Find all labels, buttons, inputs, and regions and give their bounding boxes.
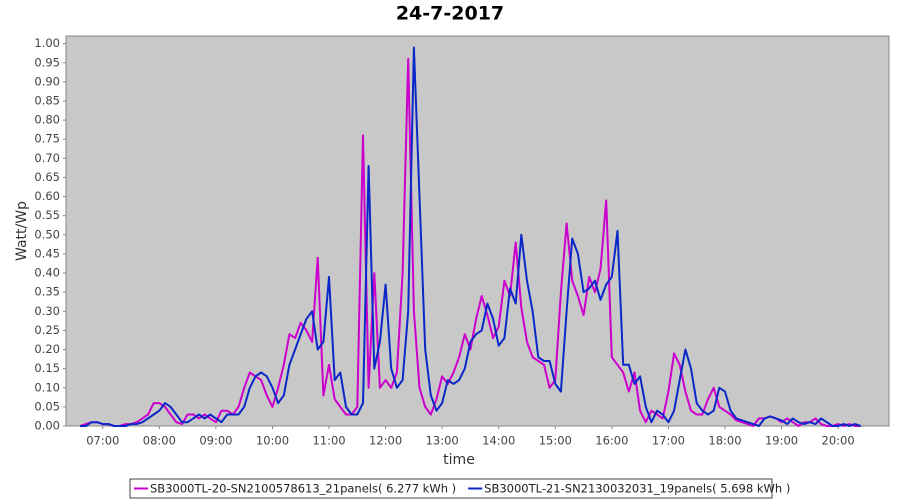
y-tick-label: 0.00 — [34, 419, 60, 433]
x-tick-label: 20:00 — [822, 434, 855, 448]
legend-label: SB3000TL-21-SN2130032031_19panels( 5.698… — [484, 482, 790, 496]
x-tick-label: 19:00 — [765, 434, 798, 448]
y-tick-label: 0.60 — [34, 189, 60, 203]
x-axis-label: time — [443, 452, 475, 468]
x-tick-label: 11:00 — [312, 434, 345, 448]
y-tick-label: 0.45 — [34, 246, 60, 260]
plot-area — [65, 35, 890, 427]
y-tick-label: 0.50 — [34, 227, 60, 241]
series-line — [79, 57, 861, 427]
y-tick-label: 0.65 — [34, 170, 60, 184]
series-line — [80, 46, 862, 427]
x-tick-label: 10:00 — [256, 434, 289, 448]
x-tick-label: 16:00 — [595, 434, 628, 448]
x-tick-label: 17:00 — [652, 434, 685, 448]
x-tick-label: 09:00 — [199, 434, 232, 448]
y-axis-label: Watt/Wp — [14, 201, 30, 261]
x-tick-label: 12:00 — [369, 434, 402, 448]
y-tick-label: 0.35 — [34, 285, 60, 299]
y-tick-label: 0.20 — [34, 342, 60, 356]
y-tick-label: 0.55 — [34, 208, 60, 222]
y-tick-label: 0.05 — [34, 399, 60, 413]
y-tick-label: 0.15 — [34, 361, 60, 375]
y-tick-label: 0.10 — [34, 380, 60, 394]
y-tick-label: 0.90 — [34, 74, 60, 88]
legend — [129, 478, 773, 499]
y-tick-label: 0.25 — [34, 323, 60, 337]
y-tick-label: 0.70 — [34, 151, 60, 165]
x-tick-label: 15:00 — [539, 434, 572, 448]
y-tick-label: 0.95 — [34, 55, 60, 69]
x-tick-label: 14:00 — [482, 434, 515, 448]
x-tick-label: 18:00 — [708, 434, 741, 448]
legend-label: SB3000TL-20-SN2100578613_21panels( 6.277… — [150, 482, 456, 496]
y-tick-label: 0.30 — [34, 304, 60, 318]
y-tick-label: 0.75 — [34, 132, 60, 146]
y-tick-label: 0.80 — [34, 113, 60, 127]
chart-title: 24-7-2017 — [396, 3, 504, 25]
y-tick-label: 1.00 — [34, 36, 60, 50]
y-tick-label: 0.40 — [34, 266, 60, 280]
y-tick-label: 0.85 — [34, 94, 60, 108]
x-tick-label: 13:00 — [426, 434, 459, 448]
x-tick-label: 08:00 — [143, 434, 176, 448]
x-tick-label: 07:00 — [86, 434, 119, 448]
